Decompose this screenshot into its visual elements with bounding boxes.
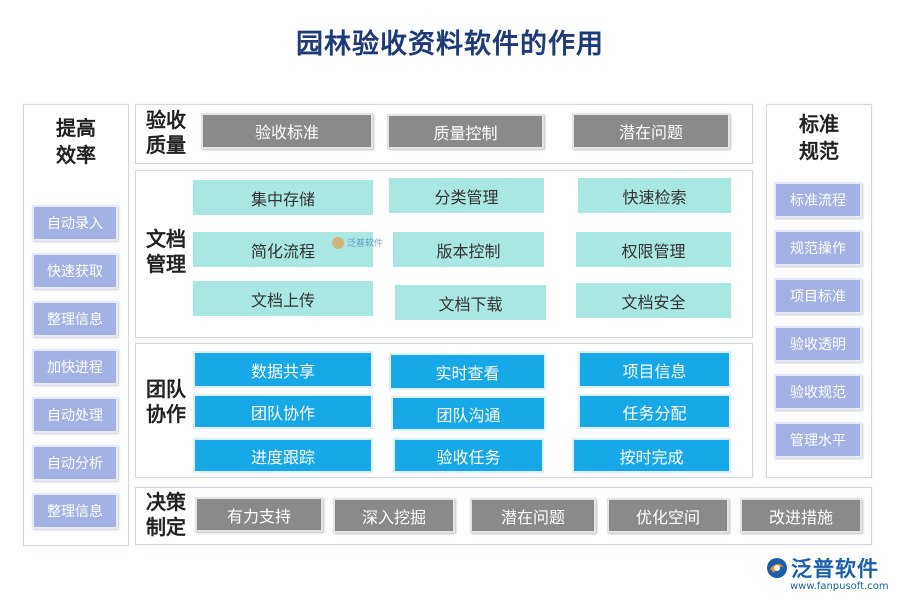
logo-url: www.fanpusoft.com xyxy=(790,581,889,592)
team-item: 进度跟踪 xyxy=(193,438,373,473)
left-item: 自动处理 xyxy=(32,397,118,433)
right-item: 管理水平 xyxy=(774,422,862,458)
right-item: 验收规范 xyxy=(774,374,862,410)
left-item: 快速获取 xyxy=(32,253,118,289)
team-item: 团队协作 xyxy=(193,394,373,429)
docs-item: 文档上传 xyxy=(193,281,373,316)
right-item: 规范操作 xyxy=(774,230,862,266)
team-item: 数据共享 xyxy=(193,351,373,388)
left-item: 自动录入 xyxy=(32,205,118,241)
right-item: 标准流程 xyxy=(774,182,862,218)
quality-row: 验收质量 验收标准 质量控制 潜在问题 xyxy=(135,104,753,164)
fanpu-logo-icon xyxy=(767,558,787,578)
decision-item: 深入挖掘 xyxy=(333,498,455,533)
logo-name: 泛普软件 xyxy=(791,557,879,581)
left-item: 整理信息 xyxy=(32,301,118,337)
watermark: 泛普软件 xyxy=(332,236,383,249)
watermark-logo-icon xyxy=(332,236,344,249)
decision-item: 改进措施 xyxy=(740,498,862,533)
page-title: 园林验收资料软件的作用 xyxy=(296,29,604,60)
docs-item: 权限管理 xyxy=(576,232,731,267)
team-row: 团队协作 数据共享 实时查看 项目信息 团队协作 团队沟通 任务分配 进度跟踪 … xyxy=(135,343,753,478)
docs-row: 文档管理 集中存储 分类管理 快速检索 简化流程 版本控制 权限管理 文档上传 … xyxy=(135,170,753,338)
left-item: 自动分析 xyxy=(32,445,118,481)
team-item: 任务分配 xyxy=(578,394,731,429)
quality-item: 潜在问题 xyxy=(572,113,730,149)
team-item: 验收任务 xyxy=(393,438,544,473)
left-panel: 提高效率 自动录入 快速获取 整理信息 加快进程 自动处理 自动分析 整理信息 xyxy=(23,104,129,546)
right-panel: 标准规范 标准流程 规范操作 项目标准 验收透明 验收规范 管理水平 xyxy=(766,104,872,478)
left-item: 整理信息 xyxy=(32,493,118,529)
right-item: 项目标准 xyxy=(774,278,862,314)
quality-item: 质量控制 xyxy=(387,114,544,149)
team-item: 团队沟通 xyxy=(391,396,546,431)
quality-item: 验收标准 xyxy=(201,113,373,149)
watermark-text: 泛普软件 xyxy=(347,239,384,249)
team-item: 实时查看 xyxy=(389,353,546,390)
decision-item: 潜在问题 xyxy=(470,498,596,533)
decision-row-label: 决策制定 xyxy=(146,490,186,539)
docs-item: 简化流程 xyxy=(193,232,373,267)
left-panel-title: 提高效率 xyxy=(56,116,96,167)
decision-row: 决策制定 有力支持 深入挖掘 潜在问题 优化空间 改进措施 xyxy=(135,487,872,545)
right-panel-title: 标准规范 xyxy=(799,112,839,163)
brand-logo: 泛普软件 www.fanpusoft.com xyxy=(766,553,894,595)
docs-item: 快速检索 xyxy=(578,178,731,213)
docs-item: 文档安全 xyxy=(576,283,731,318)
docs-item: 分类管理 xyxy=(389,178,544,213)
team-item: 项目信息 xyxy=(578,351,731,388)
team-item: 按时完成 xyxy=(572,438,731,473)
docs-row-label: 文档管理 xyxy=(146,227,186,276)
team-row-label: 团队协作 xyxy=(146,377,186,426)
quality-row-label: 验收质量 xyxy=(146,108,186,157)
docs-item: 文档下载 xyxy=(395,285,546,320)
decision-item: 优化空间 xyxy=(607,498,729,533)
left-item: 加快进程 xyxy=(32,349,118,385)
docs-item: 集中存储 xyxy=(193,180,373,215)
docs-item: 版本控制 xyxy=(393,232,544,267)
right-item: 验收透明 xyxy=(774,326,862,362)
decision-item: 有力支持 xyxy=(195,497,323,532)
